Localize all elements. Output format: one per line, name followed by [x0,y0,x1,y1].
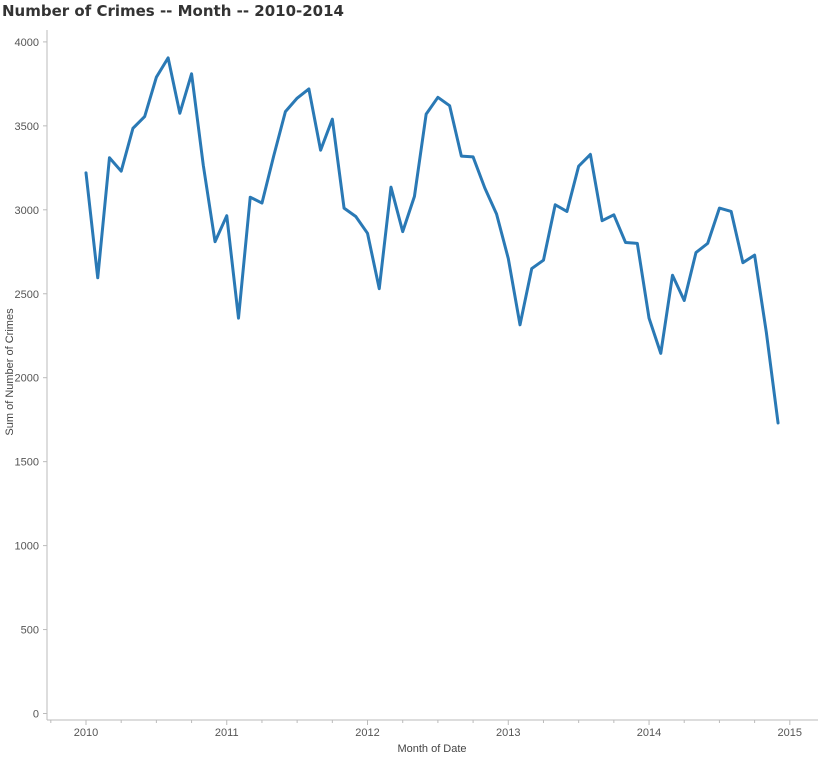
data-point[interactable] [177,111,182,116]
series-layer [84,55,781,426]
series-line [84,56,780,425]
data-point[interactable] [154,75,159,80]
x-tick-label: 2014 [637,727,661,739]
data-point[interactable] [377,286,382,291]
data-point[interactable] [506,256,511,261]
x-tick-label: 2015 [778,727,802,739]
data-point[interactable] [459,154,464,159]
data-point[interactable] [447,103,452,108]
data-point[interactable] [271,154,276,159]
data-point[interactable] [647,316,652,321]
x-tick-label: 2012 [355,727,379,739]
data-point[interactable] [189,71,194,76]
x-axis-title: Month of Date [397,743,466,755]
data-point[interactable] [201,163,206,168]
y-tick-label: 500 [21,625,39,637]
data-point[interactable] [776,421,781,426]
data-point[interactable] [564,209,569,214]
data-point[interactable] [623,240,628,245]
data-point[interactable] [295,96,300,101]
y-tick-label: 1000 [15,541,39,553]
chart-title: Number of Crimes -- Month -- 2010-2014 [2,2,344,20]
x-tick-label: 2011 [215,727,239,739]
x-axis: 2010 2011 2012 2013 2014 2015 [50,720,802,739]
data-point[interactable] [400,229,405,234]
data-point[interactable] [635,241,640,246]
data-point[interactable] [435,95,440,100]
data-point[interactable] [740,260,745,265]
data-point[interactable] [658,351,663,356]
data-point[interactable] [224,213,229,218]
y-tick-label: 2500 [15,289,39,301]
y-tick-label: 0 [33,709,39,721]
data-point[interactable] [588,152,593,157]
data-point[interactable] [682,298,687,303]
x-tick-label: 2013 [496,727,520,739]
data-point[interactable] [119,169,124,174]
data-point[interactable] [283,109,288,114]
data-point[interactable] [412,194,417,199]
data-point[interactable] [717,206,722,211]
data-point[interactable] [541,258,546,263]
y-tick-label: 2000 [15,373,39,385]
data-point[interactable] [529,266,534,271]
data-point[interactable] [130,126,135,131]
data-point[interactable] [705,241,710,246]
data-point[interactable] [95,275,100,280]
data-point[interactable] [424,112,429,117]
data-point[interactable] [236,316,241,321]
data-point[interactable] [693,250,698,255]
data-point[interactable] [306,86,311,91]
data-point[interactable] [107,155,112,160]
data-point[interactable] [482,185,487,190]
data-point[interactable] [388,185,393,190]
y-tick-label: 1500 [15,457,39,469]
data-point[interactable] [553,202,558,207]
data-point[interactable] [353,214,358,219]
data-point[interactable] [611,212,616,217]
data-point[interactable] [494,212,499,217]
data-point[interactable] [318,148,323,153]
data-point[interactable] [142,114,147,119]
data-point[interactable] [518,322,523,327]
y-axis: 0 500 1000 1500 2000 2500 3000 3500 4000 [15,37,47,721]
y-tick-label: 3500 [15,121,39,133]
y-axis-title: Sum of Number of Crimes [4,308,16,436]
data-point[interactable] [213,239,218,244]
y-tick-label: 3000 [15,205,39,217]
y-tick-label: 4000 [15,37,39,49]
data-point[interactable] [248,195,253,200]
data-point[interactable] [576,164,581,169]
data-point[interactable] [84,170,89,175]
data-point[interactable] [365,231,370,236]
x-tick-label: 2010 [74,727,98,739]
data-point[interactable] [471,154,476,159]
data-point[interactable] [729,209,734,214]
data-point[interactable] [330,117,335,122]
data-point[interactable] [259,201,264,206]
data-point[interactable] [600,218,605,223]
data-point[interactable] [764,330,769,335]
data-point[interactable] [670,273,675,278]
data-point[interactable] [166,55,171,60]
data-point[interactable] [342,206,347,211]
data-point[interactable] [752,253,757,258]
